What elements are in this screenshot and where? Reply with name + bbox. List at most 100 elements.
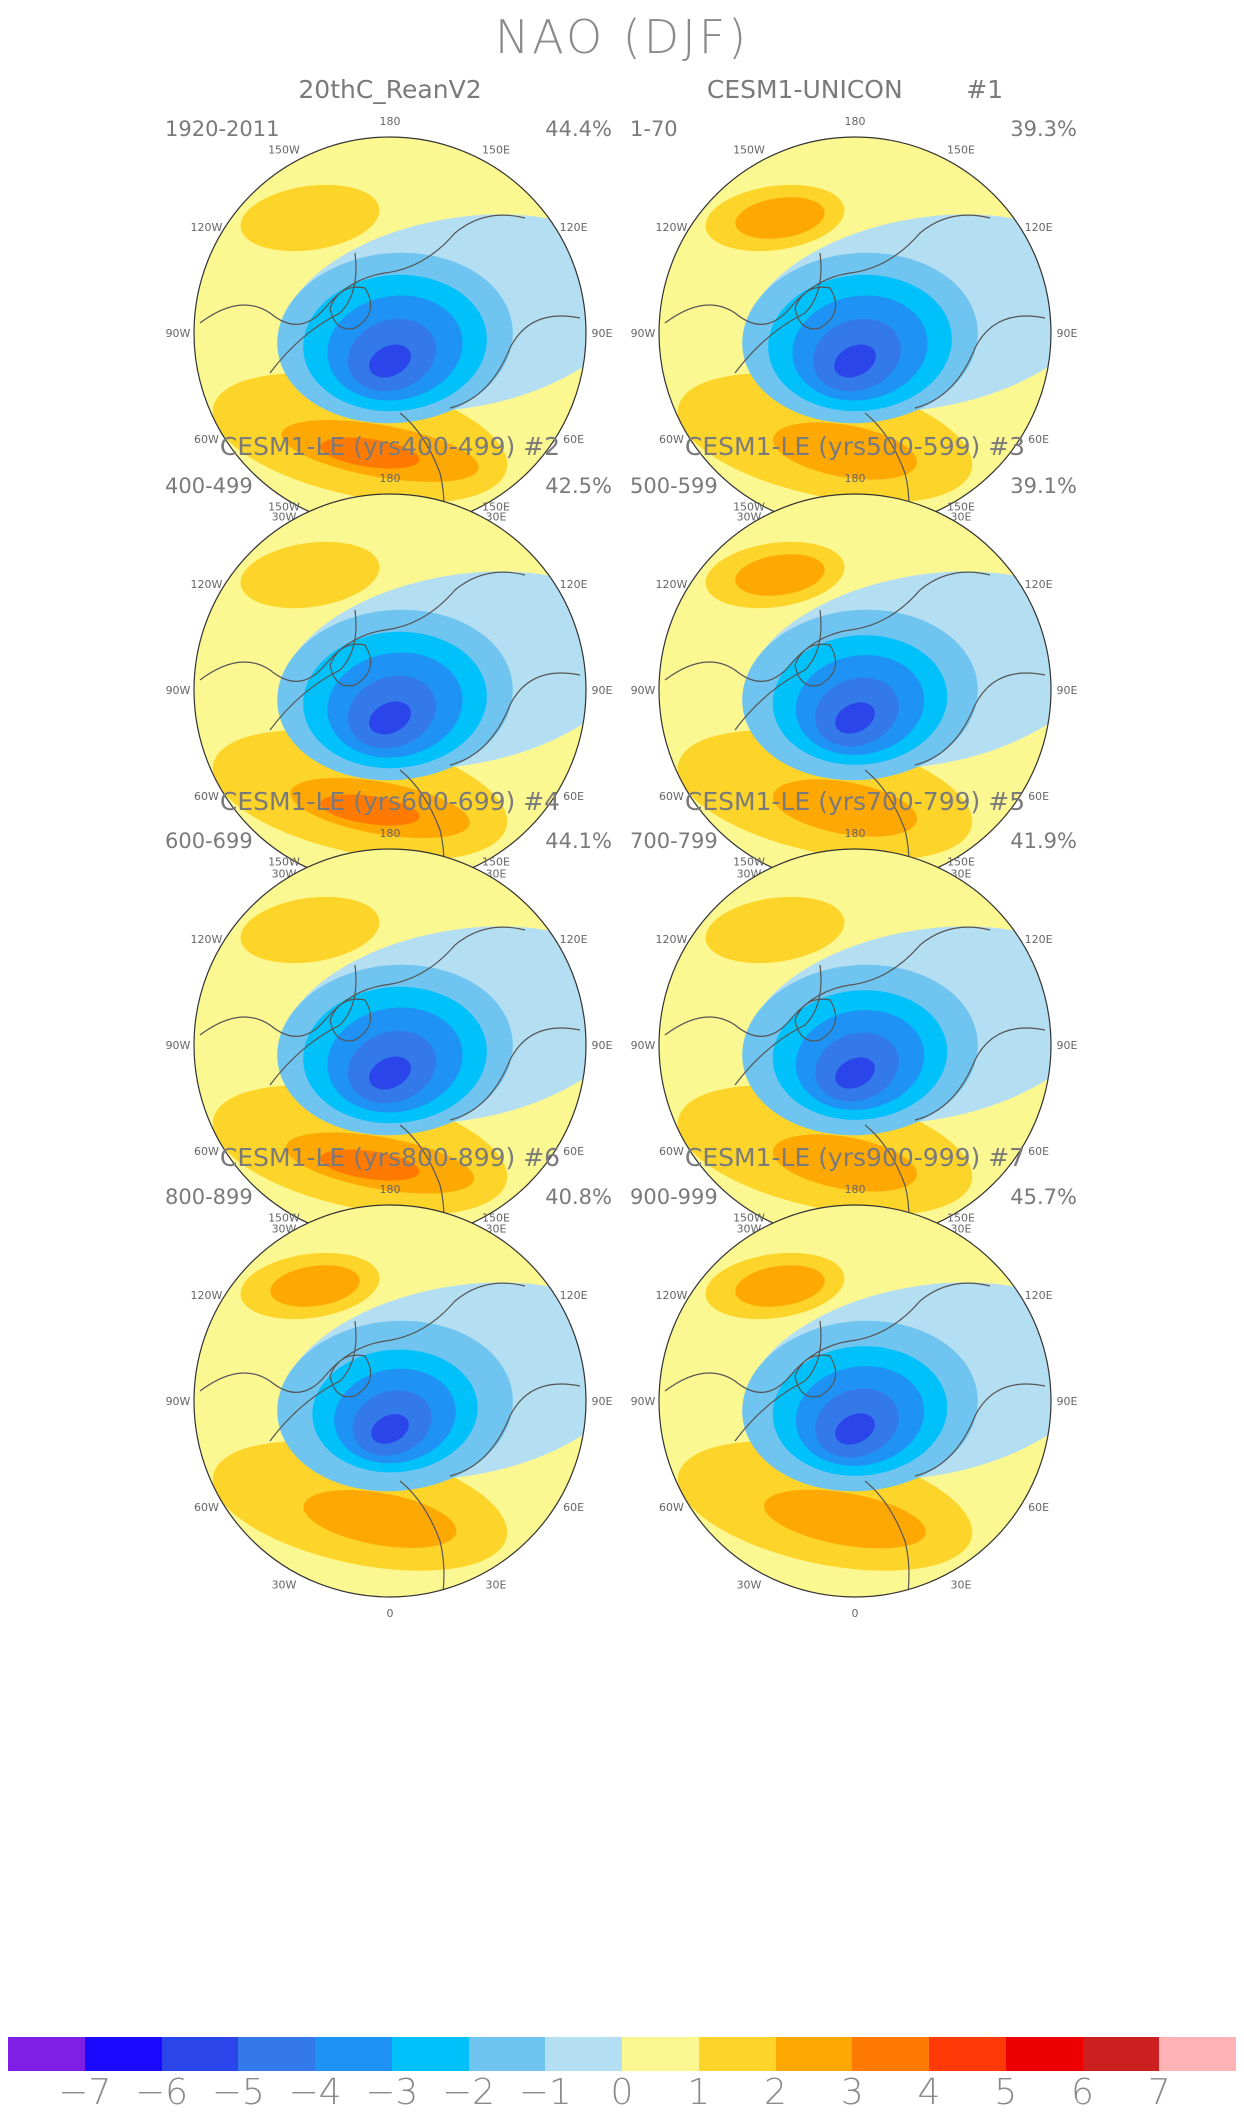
- longitude-label: 180: [845, 827, 866, 840]
- arctic-negative-core: [369, 344, 411, 378]
- longitude-label: 150W: [733, 1211, 765, 1224]
- longitude-label: 60E: [1028, 433, 1049, 446]
- longitude-label: 150E: [947, 500, 975, 513]
- longitude-label: 90E: [1057, 1395, 1078, 1408]
- longitude-label: 60E: [1028, 790, 1049, 803]
- colorbar: [8, 2037, 1236, 2071]
- colorbar-tick-label: 1: [687, 2072, 711, 2113]
- longitude-label: 60W: [194, 1501, 219, 1514]
- colorbar-segment: [1159, 2037, 1236, 2071]
- colorbar-tick-label: −6: [134, 2072, 189, 2113]
- pacific-positive-core: [735, 554, 825, 596]
- coastline: [664, 926, 1046, 1241]
- arctic-negative-core: [834, 344, 876, 378]
- pacific-positive-anomaly: [240, 896, 380, 964]
- map-panel: CESM1-UNICON #1 1-70 39.3% 180 150E 120E 90E 60…: [575, 75, 1135, 555]
- map-panel: CESM1-LE (yrs800-899) #6 800-899 40.8% 180 1…: [110, 1143, 670, 1623]
- longitude-label: 90W: [631, 1395, 656, 1408]
- colorbar-tick-label: 4: [917, 2072, 941, 2113]
- longitude-label: 180: [380, 115, 401, 128]
- panel-explained-variance: 41.9%: [1010, 829, 1077, 853]
- longitude-label: 120E: [560, 933, 588, 946]
- longitude-label: 90E: [592, 1039, 613, 1052]
- longitude-label: 60W: [659, 1145, 684, 1158]
- colorbar-segment: [545, 2037, 622, 2071]
- arctic-negative-core: [369, 701, 411, 735]
- colorbar-segment: [852, 2037, 929, 2071]
- longitude-label: 60W: [194, 433, 219, 446]
- colorbar-segment: [1005, 2037, 1083, 2071]
- colorbar-tick-label: −3: [365, 2072, 419, 2113]
- arctic-negative-core: [835, 1413, 875, 1445]
- arctic-negative-core: [835, 702, 875, 734]
- coastline: [199, 571, 581, 886]
- longitude-label: 90E: [1057, 684, 1078, 697]
- colorbar-labels: −7 −6 −5 −4 −3 −2 −1 0 1 2 3 4 5 6 7: [8, 2072, 1236, 2113]
- atlantic-positive-mid: [303, 1490, 457, 1548]
- panel-title: CESM1-LE (yrs900-999) #7: [684, 1143, 1026, 1172]
- longitude-label: 90E: [592, 327, 613, 340]
- longitude-label: 90W: [166, 327, 191, 340]
- colorbar-tick-label: 0: [610, 2072, 634, 2113]
- colorbar-tick-label: −1: [518, 2072, 572, 2113]
- longitude-label: 90E: [592, 684, 613, 697]
- longitude-label: 30E: [486, 1579, 507, 1592]
- longitude-label: 90E: [1057, 327, 1078, 340]
- colorbar-segment: [161, 2037, 239, 2071]
- panel-period: 1-70: [630, 117, 678, 141]
- longitude-label: 120E: [560, 578, 588, 591]
- arctic-negative-core: [371, 1414, 409, 1444]
- longitude-label: 150E: [482, 500, 510, 513]
- longitude-label: 120E: [1025, 933, 1053, 946]
- longitude-label: 60E: [563, 1501, 584, 1514]
- colorbar-segment: [391, 2037, 469, 2071]
- colorbar-segment: [1082, 2037, 1160, 2071]
- coastline: [199, 1282, 581, 1597]
- colorbar-tick-label: 7: [1147, 2072, 1171, 2113]
- longitude-label: 30W: [737, 511, 762, 524]
- longitude-label: 30W: [737, 1579, 762, 1592]
- longitude-label: 150W: [268, 500, 300, 513]
- longitude-label: 120E: [560, 221, 588, 234]
- longitude-label: 90W: [631, 327, 656, 340]
- longitude-label: 60E: [1028, 1501, 1049, 1514]
- colorbar-segment: [929, 2037, 1006, 2071]
- longitude-label: 150E: [482, 1211, 510, 1224]
- panel-explained-variance: 44.1%: [545, 829, 612, 853]
- atlantic-positive-core: [320, 437, 420, 469]
- longitude-label: 180: [845, 472, 866, 485]
- longitude-label: 30E: [486, 511, 507, 524]
- longitude-label: 150E: [947, 855, 975, 868]
- longitude-label: 180: [845, 115, 866, 128]
- colorbar-tick-label: 3: [840, 2072, 864, 2113]
- panel-period: 700-799: [630, 829, 718, 853]
- atlantic-positive-core: [320, 794, 420, 826]
- longitude-label: 90E: [592, 1395, 613, 1408]
- coastline: [199, 926, 581, 1241]
- panel-explained-variance: 39.1%: [1010, 474, 1077, 498]
- longitude-label: 60E: [563, 433, 584, 446]
- longitude-label: 90W: [631, 684, 656, 697]
- atlantic-positive-mid: [764, 1489, 926, 1549]
- longitude-label: 30W: [272, 511, 297, 524]
- colorbar-segment: [84, 2037, 162, 2071]
- longitude-label: 30W: [272, 1579, 297, 1592]
- panel-title: 20thC_ReanV2: [298, 75, 482, 104]
- atlantic-positive-mid: [772, 422, 918, 480]
- longitude-label: 180: [380, 1183, 401, 1196]
- longitude-label: 0: [387, 1607, 394, 1620]
- longitude-label: 120W: [655, 578, 687, 591]
- longitude-label: 60W: [194, 1145, 219, 1158]
- longitude-label: 120E: [560, 1289, 588, 1302]
- colorbar-tick-label: −2: [441, 2072, 496, 2113]
- colorbar-segment: [775, 2037, 853, 2071]
- panel-title: CESM1-LE (yrs600-699) #4: [219, 787, 561, 816]
- longitude-label: 120E: [1025, 578, 1053, 591]
- colorbar-segment: [315, 2037, 392, 2071]
- arctic-negative-core: [369, 1056, 411, 1090]
- colorbar-segment: [238, 2037, 315, 2071]
